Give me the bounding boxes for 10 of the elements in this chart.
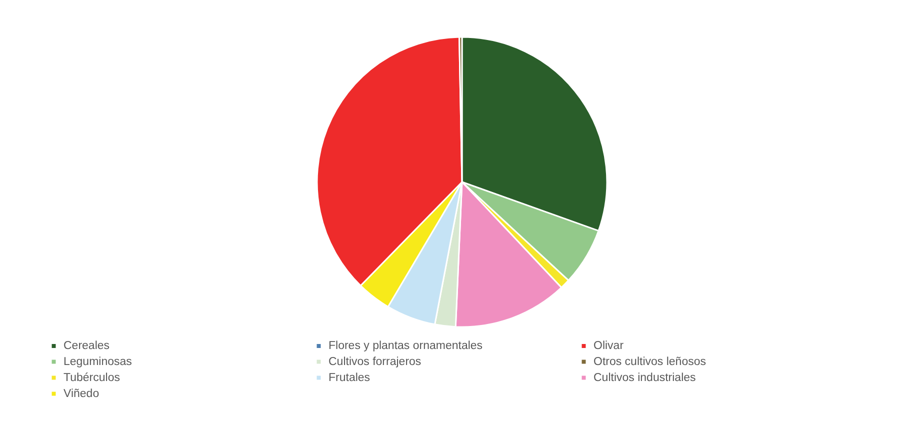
legend-label: Cultivos industriales [594,372,696,384]
legend-label: Cereales [64,340,110,352]
legend-label: Olivar [594,340,624,352]
legend-label: Otros cultivos leñosos [594,356,706,368]
legend-label: Tubérculos [64,372,120,384]
legend-label: Viñedo [64,388,100,400]
legend-label: Flores y plantas ornamentales [328,340,483,352]
legend-label: Frutales [328,372,370,384]
legend-label: Leguminosas [64,356,132,368]
legend-label: Cultivos forrajeros [328,356,422,368]
